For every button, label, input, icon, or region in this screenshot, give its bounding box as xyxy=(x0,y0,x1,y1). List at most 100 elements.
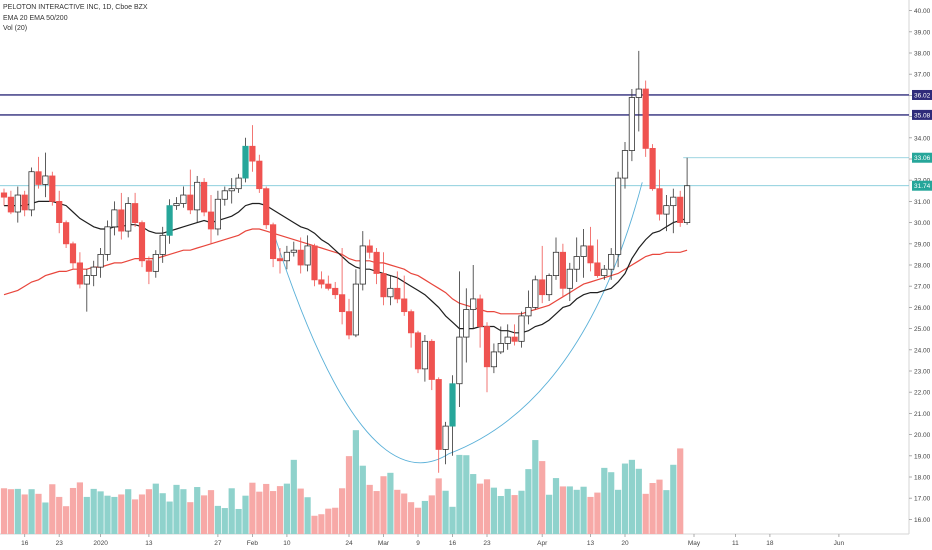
candle-body xyxy=(49,175,56,202)
time-axis[interactable]: 16 23 2020 13 27 Feb 10 24 Mar 9 16 23 Apr 13 20 May 11 1… xyxy=(21,534,845,547)
candle-body xyxy=(76,262,83,285)
volume-bar-93 xyxy=(642,493,649,534)
candle-body xyxy=(269,224,277,260)
chart-legend: PELOTON INTERACTIVE INC, 1D, Cboe BZX EM… xyxy=(3,3,148,35)
volume-bar-85 xyxy=(587,496,594,534)
volume-bar-43 xyxy=(297,488,304,534)
volume-bar-36 xyxy=(249,482,256,534)
candle-body xyxy=(249,145,256,162)
candle-38 xyxy=(263,186,270,229)
candle-body xyxy=(497,343,504,353)
candle-92 xyxy=(635,50,642,132)
candle-35 xyxy=(242,137,249,183)
ema-indicator-label[interactable]: EMA 20 EMA 50/200 xyxy=(3,14,68,22)
volume-bar-59 xyxy=(408,502,415,534)
volume-bar-23 xyxy=(159,493,166,534)
candle-body xyxy=(207,211,215,230)
candle-body xyxy=(428,340,435,380)
candle-body xyxy=(97,253,104,268)
volume-bar-42 xyxy=(290,459,297,534)
volume-bar-44 xyxy=(304,497,311,534)
y-tick-label-18: 34.00 xyxy=(914,135,931,142)
candle-41 xyxy=(283,245,291,270)
overlay-lines xyxy=(0,94,909,464)
candle-17 xyxy=(118,192,125,240)
candle-body xyxy=(7,196,14,213)
y-tick-label-2: 18.00 xyxy=(914,475,931,482)
price-axis[interactable]: 16.00 17.00 18.00 19.00 20.00 21.00 22.00 23.00… xyxy=(909,8,932,524)
candle-body xyxy=(649,147,656,190)
candle-body xyxy=(332,287,339,296)
x-tick-label-1: 23 xyxy=(56,540,64,547)
candle-body xyxy=(325,283,332,289)
volume-bar-2 xyxy=(14,488,21,534)
candle-7 xyxy=(49,171,56,206)
candle-93 xyxy=(642,80,649,157)
price-tag-label-1: 31.74 xyxy=(914,183,931,190)
candle-60 xyxy=(414,330,422,374)
x-tick-label-7: 24 xyxy=(345,540,353,547)
volume-bar-92 xyxy=(635,468,642,534)
candle-98 xyxy=(677,190,684,227)
candle-body xyxy=(414,332,422,370)
volume-bar-95 xyxy=(656,479,663,534)
volume-bar-84 xyxy=(580,486,587,534)
candle-6 xyxy=(42,152,49,198)
candle-58 xyxy=(401,275,408,316)
candle-1 xyxy=(7,190,14,215)
x-tick-label-16: 11 xyxy=(732,540,739,547)
symbol-title[interactable]: PELOTON INTERACTIVE INC, 1D, Cboe BZX xyxy=(3,4,148,11)
candle-body xyxy=(194,181,201,211)
volume-bar-16 xyxy=(111,496,118,534)
x-tick-label-15: May xyxy=(688,540,701,547)
candle-34 xyxy=(235,173,242,193)
candle-64 xyxy=(442,421,449,465)
volume-bar-81 xyxy=(559,486,566,534)
candle-3 xyxy=(21,190,28,217)
candle-body xyxy=(214,198,221,230)
candle-53 xyxy=(366,239,373,259)
candle-body xyxy=(552,251,560,276)
candle-body xyxy=(180,194,187,204)
candle-body xyxy=(242,145,249,179)
candle-body xyxy=(152,253,159,272)
grid-lines xyxy=(0,0,910,535)
candle-body xyxy=(663,205,670,215)
volume-bar-57 xyxy=(394,489,401,534)
y-tick-label-8: 24.00 xyxy=(914,347,931,354)
candle-21 xyxy=(145,256,152,285)
candle-32 xyxy=(221,186,228,206)
candle-76 xyxy=(525,290,532,325)
volume-bar-86 xyxy=(594,492,601,534)
candle-83 xyxy=(573,237,580,282)
candle-body xyxy=(449,383,456,427)
candle-79 xyxy=(546,273,553,302)
candle-0 xyxy=(0,188,8,206)
candle-body xyxy=(338,294,346,313)
candle-56 xyxy=(387,275,394,306)
candle-22 xyxy=(152,250,159,278)
x-tick-label-10: 16 xyxy=(449,540,457,547)
volume-bar-13 xyxy=(90,488,97,534)
candle-57 xyxy=(394,271,401,304)
y-tick-label-15: 31.00 xyxy=(914,199,931,206)
volume-bar-68 xyxy=(470,474,477,534)
candle-15 xyxy=(104,220,111,261)
candle-body xyxy=(608,253,615,270)
volume-bar-74 xyxy=(511,495,518,534)
candle-body xyxy=(304,245,311,266)
candle-body xyxy=(345,311,353,336)
price-candles[interactable] xyxy=(0,50,691,473)
x-tick-label-8: Mar xyxy=(378,540,390,547)
volume-bar-48 xyxy=(332,507,339,534)
candle-28 xyxy=(194,175,201,223)
volume-bar-50 xyxy=(345,456,353,534)
resistance-price-label-1: 35.08 xyxy=(914,112,931,119)
candle-4 xyxy=(28,167,35,217)
candle-body xyxy=(166,205,173,236)
candle-88 xyxy=(608,248,615,280)
candle-31 xyxy=(214,190,221,236)
volume-indicator-label[interactable]: Vol (20) xyxy=(3,25,28,32)
volume-bar-28 xyxy=(194,487,201,534)
